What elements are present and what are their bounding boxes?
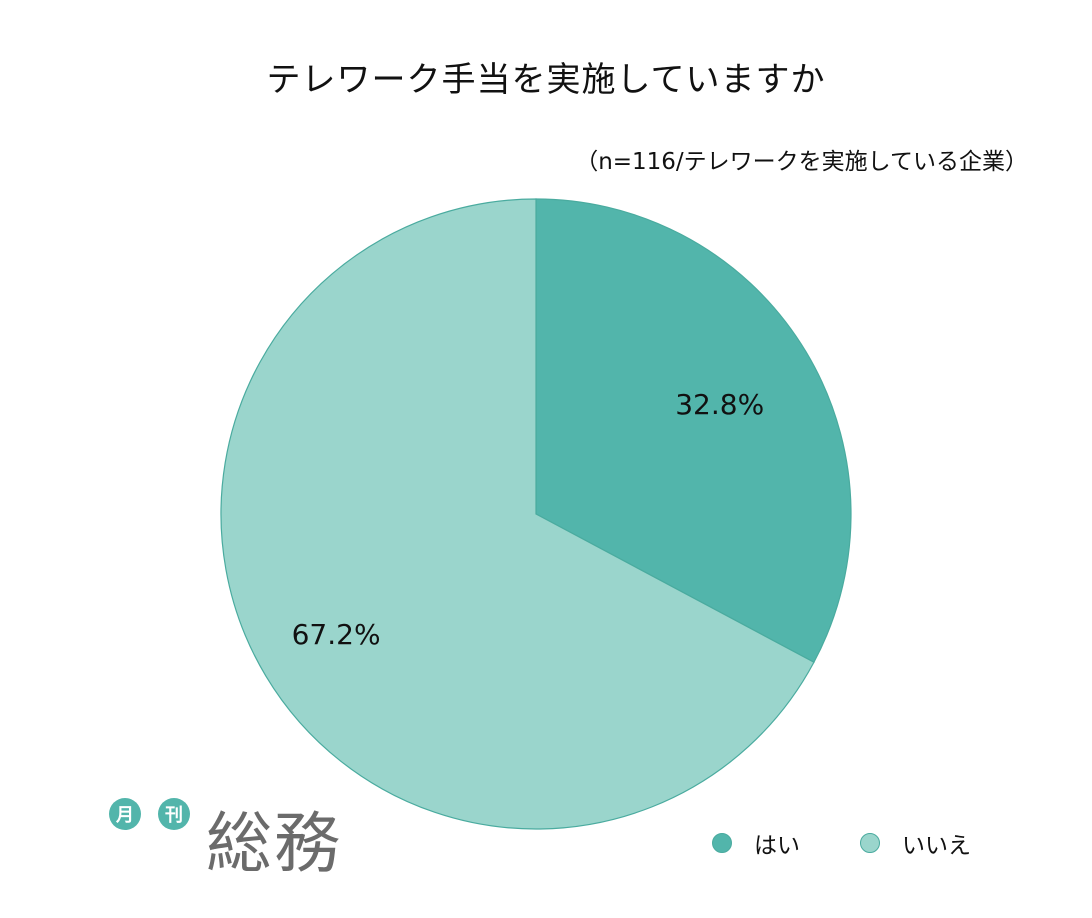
logo-badge-2 <box>158 798 190 830</box>
legend-label-yes: はい <box>754 833 800 859</box>
logo-badge-2-text: 刊 <box>165 805 183 826</box>
logo-badge-1 <box>109 798 141 830</box>
gekkan-soumu-logo: 月 刊 総務 <box>109 798 342 880</box>
legend-item-yes: はい <box>712 826 800 860</box>
legend: はい いいえ <box>712 826 971 860</box>
logo-badge-1-text: 月 <box>115 805 134 826</box>
legend-swatch-no <box>860 833 880 853</box>
legend-label-no: いいえ <box>902 833 971 859</box>
legend-item-no: いいえ <box>860 826 971 860</box>
chart-subtitle: （n=116/テレワークを実施している企業） <box>575 149 1028 175</box>
data-label-no: 67.2% <box>292 618 381 651</box>
pie-slice-no <box>220 198 815 830</box>
legend-swatch-yes <box>712 833 732 853</box>
pie-slice-yes <box>535 198 852 664</box>
data-label-yes: 32.8% <box>675 388 764 421</box>
chart-title: テレワーク手当を実施していますか <box>266 60 826 100</box>
logo-wordmark: 総務 <box>206 805 342 880</box>
